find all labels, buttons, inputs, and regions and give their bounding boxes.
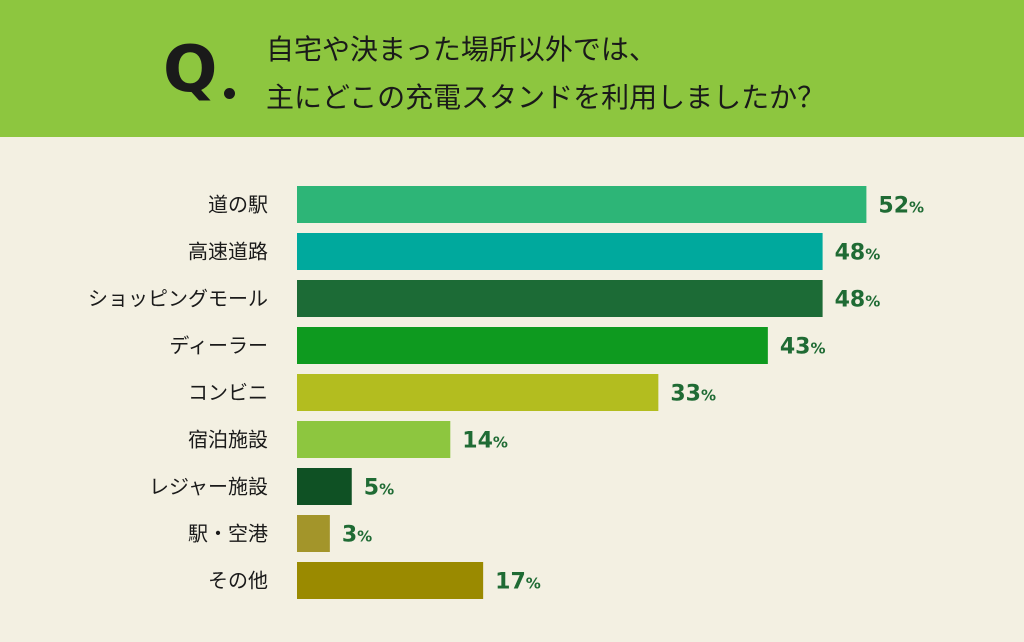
value-unit: % [357,528,372,546]
value-number: 17 [495,570,526,595]
category-label: 高速道路 [188,240,268,264]
value-number: 33 [670,382,701,407]
question-q-mark: Q [163,33,218,107]
value-unit: % [865,246,880,264]
value-unit: % [909,199,924,217]
value-unit: % [810,340,825,358]
category-label: 宿泊施設 [188,428,268,452]
value-unit: % [865,293,880,311]
value-label: 48% [835,288,881,313]
bar [297,186,867,223]
bar [297,421,451,458]
value-number: 48 [835,241,866,266]
bar [297,374,659,411]
bar [297,280,823,317]
category-label: ディーラー [169,334,268,358]
category-label: レジャー施設 [149,475,268,499]
value-number: 52 [878,194,909,219]
value-unit: % [701,387,716,405]
value-label: 17% [495,570,541,595]
value-label: 43% [780,335,826,360]
value-number: 14 [462,429,493,454]
bar [297,327,768,364]
value-label: 48% [835,241,881,266]
category-label: 道の駅 [208,193,268,217]
question-line-2: 主にどこの充電スタンドを利用しましたか？ [266,81,826,114]
value-unit: % [526,575,541,593]
value-label: 3% [342,523,372,548]
value-label: 33% [670,382,716,407]
bar [297,515,330,552]
value-label: 52% [878,194,924,219]
value-unit: % [379,481,394,499]
category-label: 駅・空港 [188,522,268,546]
value-unit: % [493,434,508,452]
value-label: 5% [364,476,394,501]
bar [297,233,823,270]
value-number: 3 [342,523,357,548]
value-number: 43 [780,335,811,360]
question-line-1: 自宅や決まった場所以外では、 [266,33,657,66]
category-label: ショッピングモール [88,287,268,311]
question-header: Q 自宅や決まった場所以外では、 主にどこの充電スタンドを利用しましたか？ [0,0,1024,137]
value-label: 14% [462,429,508,454]
value-number: 48 [835,288,866,313]
bar [297,562,484,599]
question-q-dot [224,88,235,99]
category-label: その他 [208,569,268,593]
category-label: コンビニ [188,381,268,405]
value-number: 5 [364,476,379,501]
bar [297,468,352,505]
